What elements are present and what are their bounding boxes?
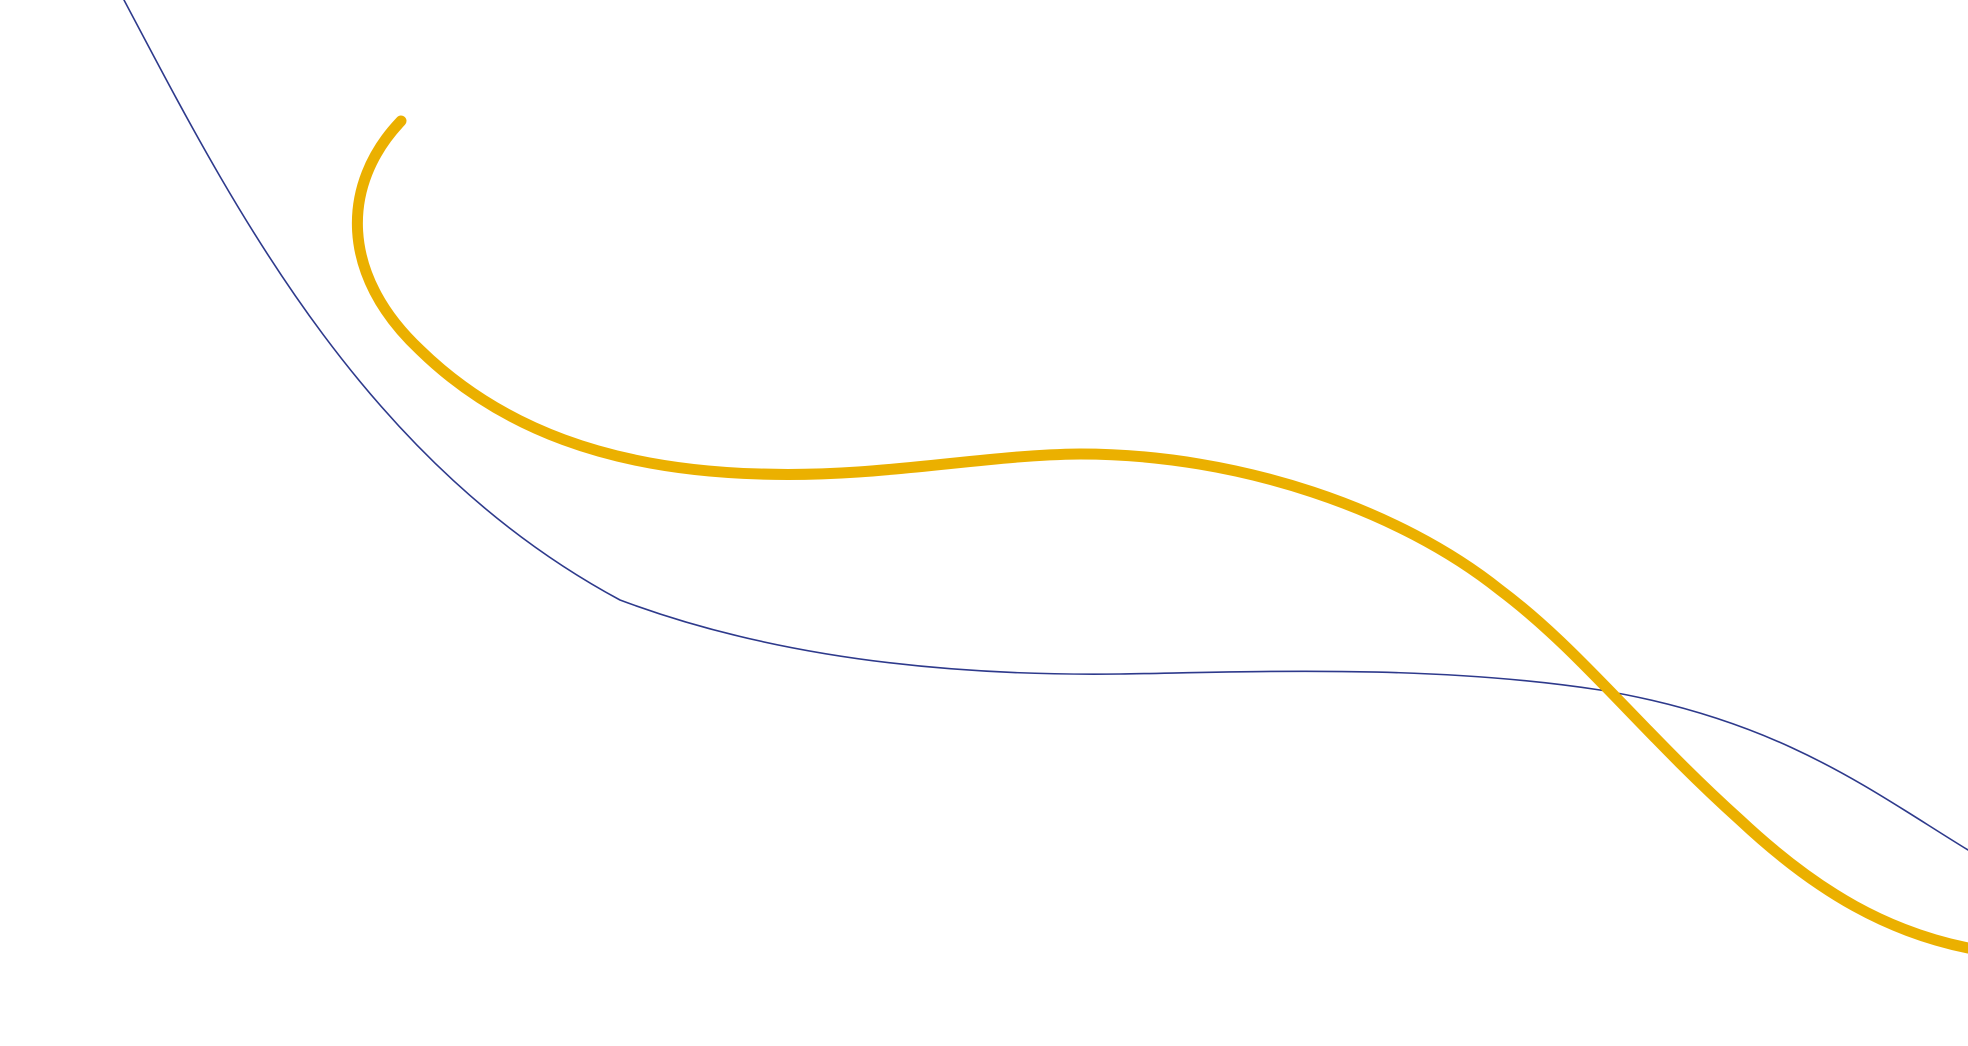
navy-thin-curve (123, 0, 1968, 851)
gold-thick-curve (351, 115, 1968, 954)
